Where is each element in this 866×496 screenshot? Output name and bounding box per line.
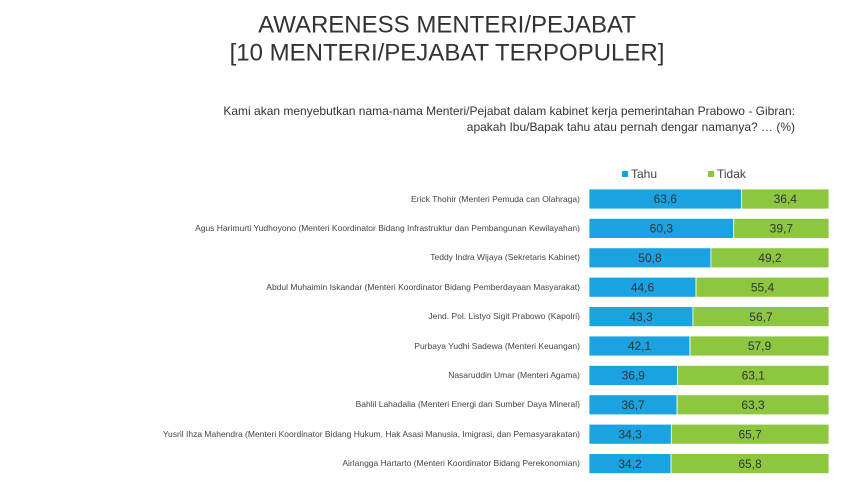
bar-segment [676,394,830,416]
data-label: 34,2 [618,457,642,471]
bar-segment [670,453,830,475]
chart-subtitle: Kami akan menyebutkan nama-nama Menteri/… [223,104,795,118]
data-label: 50,8 [638,251,662,265]
data-label: 63,1 [742,369,766,383]
chart-subtitle: apakah Ibu/Bapak tahu atau pernah dengar… [467,120,795,134]
data-label: 55,4 [751,280,775,294]
category-label: Bahlil Lahadalia (Menteri Energi dan Sum… [355,399,580,410]
data-label: 65,8 [738,457,762,471]
bar-segment [733,217,830,239]
bar-segment [741,188,830,210]
category-label: Yusril Ihza Mahendra (Menteri Koordinato… [162,428,580,439]
bar-segment [689,335,830,357]
bar-segment [677,364,830,386]
data-label: 42,1 [628,339,652,353]
data-label: 63,6 [654,192,678,206]
bar-segment [670,423,830,445]
data-label: 63,3 [741,398,765,412]
legend-label: Tidak [717,167,747,181]
chart-title: [10 MENTERI/PEJABAT TERPOPULER] [230,39,665,66]
data-label: 49,2 [758,251,782,265]
category-label: Nasaruddin Umar (Menteri Agama) [448,369,580,380]
bar-segment [695,276,830,298]
category-label: Agus Harimurti Yudhoyono (Menteri Koordi… [195,222,580,233]
data-label: 65,7 [738,427,762,441]
chart-title: AWARENESS MENTERI/PEJABAT [258,11,636,38]
data-label: 57,9 [748,339,772,353]
legend-label: Tahu [631,167,657,181]
category-label: Jend. Pol. Listyo Sigit Prabowo (Kapolri… [428,311,580,322]
data-label: 60,3 [650,222,674,236]
category-label: Airlangga Hartarto (Menteri Koordinator … [342,458,580,469]
category-label: Erick Thohir (Menteri Pemuda can Olahrag… [411,193,580,204]
data-label: 36,7 [621,398,645,412]
category-label: Abdul Muhaimin Iskandar (Menteri Koordin… [266,281,580,292]
data-label: 56,7 [749,310,773,324]
category-label: Purbaya Yudhi Sadewa (Menteri Keuangan) [414,340,580,351]
legend-swatch [708,171,714,177]
data-label: 36,4 [774,192,798,206]
legend-swatch [622,171,628,177]
bar-segment [710,247,830,269]
data-label: 34,3 [618,427,642,441]
data-label: 36,9 [622,369,646,383]
bar-segment [692,306,830,328]
data-label: 39,7 [770,222,794,236]
data-label: 43,3 [629,310,653,324]
category-label: Teddy Indra Wijaya (Sekretaris Kabinet) [430,252,580,263]
data-label: 44,6 [631,280,655,294]
